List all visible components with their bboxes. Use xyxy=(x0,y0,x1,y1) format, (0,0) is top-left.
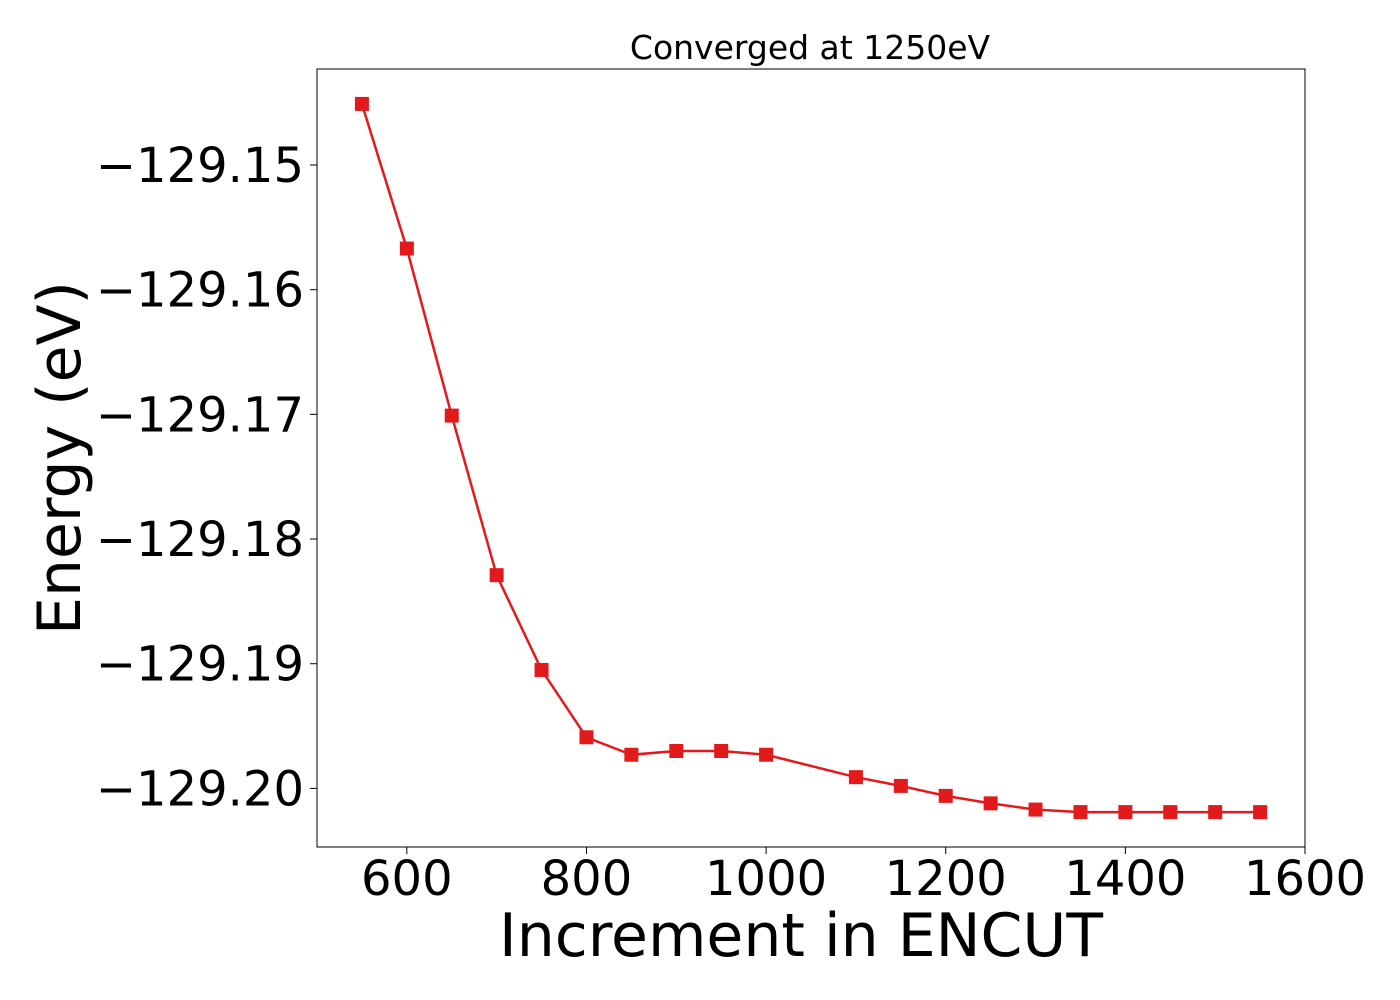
x-tick-label: 1600 xyxy=(1244,851,1366,907)
data-point-marker xyxy=(759,747,774,762)
x-tick-label: 800 xyxy=(541,851,633,907)
data-point-marker xyxy=(1253,805,1268,820)
y-tick-label: −129.19 xyxy=(96,637,304,693)
chart-title: Converged at 1250eV xyxy=(630,28,991,67)
data-point-marker xyxy=(1118,805,1133,820)
data-point-marker xyxy=(714,744,729,758)
data-point-marker xyxy=(1163,805,1178,820)
data-point-marker xyxy=(669,744,684,758)
data-point-marker xyxy=(848,770,863,785)
x-axis-ticks: 600 800 1000 1200 1400 1600 xyxy=(361,847,1366,907)
plot-series xyxy=(354,96,1268,820)
y-axis-label: Energy (eV) xyxy=(25,281,95,635)
plot-frame xyxy=(316,68,1306,848)
data-point-marker xyxy=(624,747,639,762)
y-tick-label: −129.16 xyxy=(96,263,304,319)
x-tick-label: 1200 xyxy=(885,851,1007,907)
data-point-marker xyxy=(1208,805,1223,820)
x-axis-label: Increment in ENCUT xyxy=(499,901,1103,971)
data-point-marker xyxy=(489,568,504,583)
x-tick-label: 600 xyxy=(361,851,453,907)
data-point-marker xyxy=(579,730,594,745)
data-point-marker xyxy=(444,408,459,423)
y-tick-label: −129.15 xyxy=(96,138,304,194)
data-point-marker xyxy=(983,796,998,811)
data-point-marker xyxy=(1073,805,1088,820)
data-point-marker xyxy=(1028,802,1043,817)
y-axis-ticks: −129.15 −129.16 −129.17 −129.18 −129.19 −129.… xyxy=(96,138,317,817)
y-tick-label: −129.17 xyxy=(96,387,304,443)
data-point-marker xyxy=(399,241,414,256)
y-tick-label: −129.18 xyxy=(96,512,304,568)
data-point-marker xyxy=(938,788,953,803)
data-point-marker xyxy=(534,662,549,677)
x-tick-label: 1400 xyxy=(1064,851,1186,907)
y-tick-label: −129.20 xyxy=(96,761,304,817)
data-point-marker xyxy=(354,96,369,111)
data-point-marker xyxy=(893,778,908,793)
series-line xyxy=(360,103,1261,814)
x-tick-label: 1000 xyxy=(705,851,827,907)
